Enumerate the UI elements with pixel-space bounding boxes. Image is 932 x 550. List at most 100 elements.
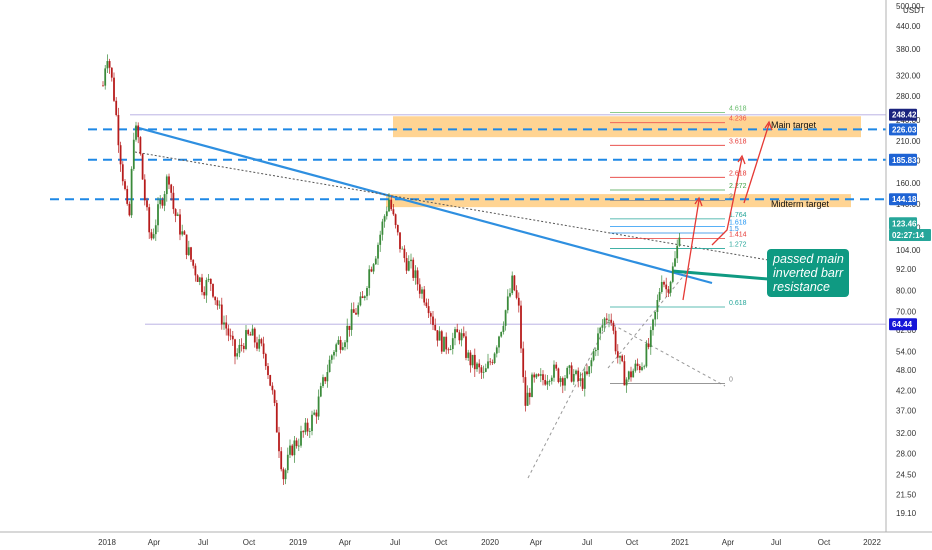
candle-body [330,355,333,360]
candle-body [212,283,214,297]
candle-body [594,350,597,352]
candle-body [128,203,131,216]
candle-body [568,365,571,368]
price-tag-bg [889,318,917,331]
support-diag-mid [607,267,691,369]
candle-body [504,310,507,326]
candle-body [135,125,137,140]
candle-body [630,371,632,378]
y-tick-label: 500.00 [896,2,921,11]
candle-body [372,264,375,272]
candle-body [110,67,113,78]
candle-body [608,319,610,321]
price-tag-label: 123.46 [892,219,917,228]
candle-body [339,339,342,350]
candle-body [533,374,536,378]
candle-body [557,368,560,382]
candle-body [148,207,151,233]
fib-label: 2.272 [729,183,747,190]
candle-body [113,77,115,101]
candle-body [597,333,599,351]
candle-body [522,348,525,378]
candle-body [412,259,415,278]
candle-body [187,247,190,255]
candle-body [231,335,234,340]
price-tag-bg [889,193,917,206]
candle-body [667,289,670,293]
candle-body [337,339,340,345]
candle-body [108,61,111,68]
candle-body [242,345,245,349]
candle-body [654,311,657,320]
candle-body [592,351,595,361]
candle-body [656,299,659,312]
candle-body [152,234,155,239]
price-tag-label: 185.83 [892,156,917,165]
candle-body [247,330,250,335]
candle-body [161,199,164,206]
x-tick-label: Oct [818,538,831,547]
candle-body [359,296,362,306]
main-target-label: Main target [771,120,817,130]
candle-body [176,214,179,216]
candle-body [678,237,681,246]
candle-body [214,296,217,301]
candle-body [313,412,316,415]
candle-body [495,347,498,354]
candle-body [344,342,346,348]
candle-body [150,232,153,239]
x-tick-label: Oct [626,538,639,547]
candle-body [531,374,533,397]
candle-body [324,377,327,382]
candle-body [295,440,298,447]
candle-body [458,332,461,341]
arrow-main-1 [711,157,743,246]
y-tick-label: 28.00 [896,450,917,459]
fib-label: 1.414 [729,231,747,238]
candle-body [139,137,142,154]
candle-body [361,296,364,298]
candle-body [614,330,617,352]
arrow-main-2 [743,123,770,204]
fib-extension: 4.6184.2363.6182.6182.27221.7641.6181.51… [610,106,747,384]
fib-label: 1.618 [729,219,747,226]
candle-body [350,309,353,330]
candle-body [399,232,401,250]
candle-body [660,281,663,292]
support-diag-down [607,321,726,387]
candle-body [451,338,454,349]
candle-body [401,248,404,250]
candle-body [590,360,593,367]
candle-body [550,377,553,382]
candle-body [190,247,192,260]
candle-body [449,348,452,350]
candle-body [467,352,470,358]
candle-body [572,373,575,382]
candle-body [119,145,122,165]
x-tick-label: 2018 [98,538,116,547]
candle-body [671,266,674,282]
candle-body [174,209,177,216]
candle-body [491,362,494,364]
candle-body [306,422,309,432]
fib-label: 0.618 [729,300,747,307]
fib-label: 2 [729,193,733,200]
candle-body [209,278,212,284]
x-tick-label: Jul [390,538,400,547]
candle-body [311,414,313,432]
price-tag-bg [889,123,917,136]
x-tick-label: Apr [722,538,735,547]
candle-body [623,361,626,386]
candle-body [284,470,287,480]
candle-body [559,378,562,382]
candle-body [535,374,538,378]
candle-body [227,328,230,336]
candle-body [280,451,283,470]
y-tick-label: 320.00 [896,71,921,80]
candle-body [502,325,505,332]
x-tick-label: 2022 [863,538,881,547]
candle-body [394,214,397,225]
candle-body [548,381,551,382]
y-tick-label: 160.00 [896,179,921,188]
